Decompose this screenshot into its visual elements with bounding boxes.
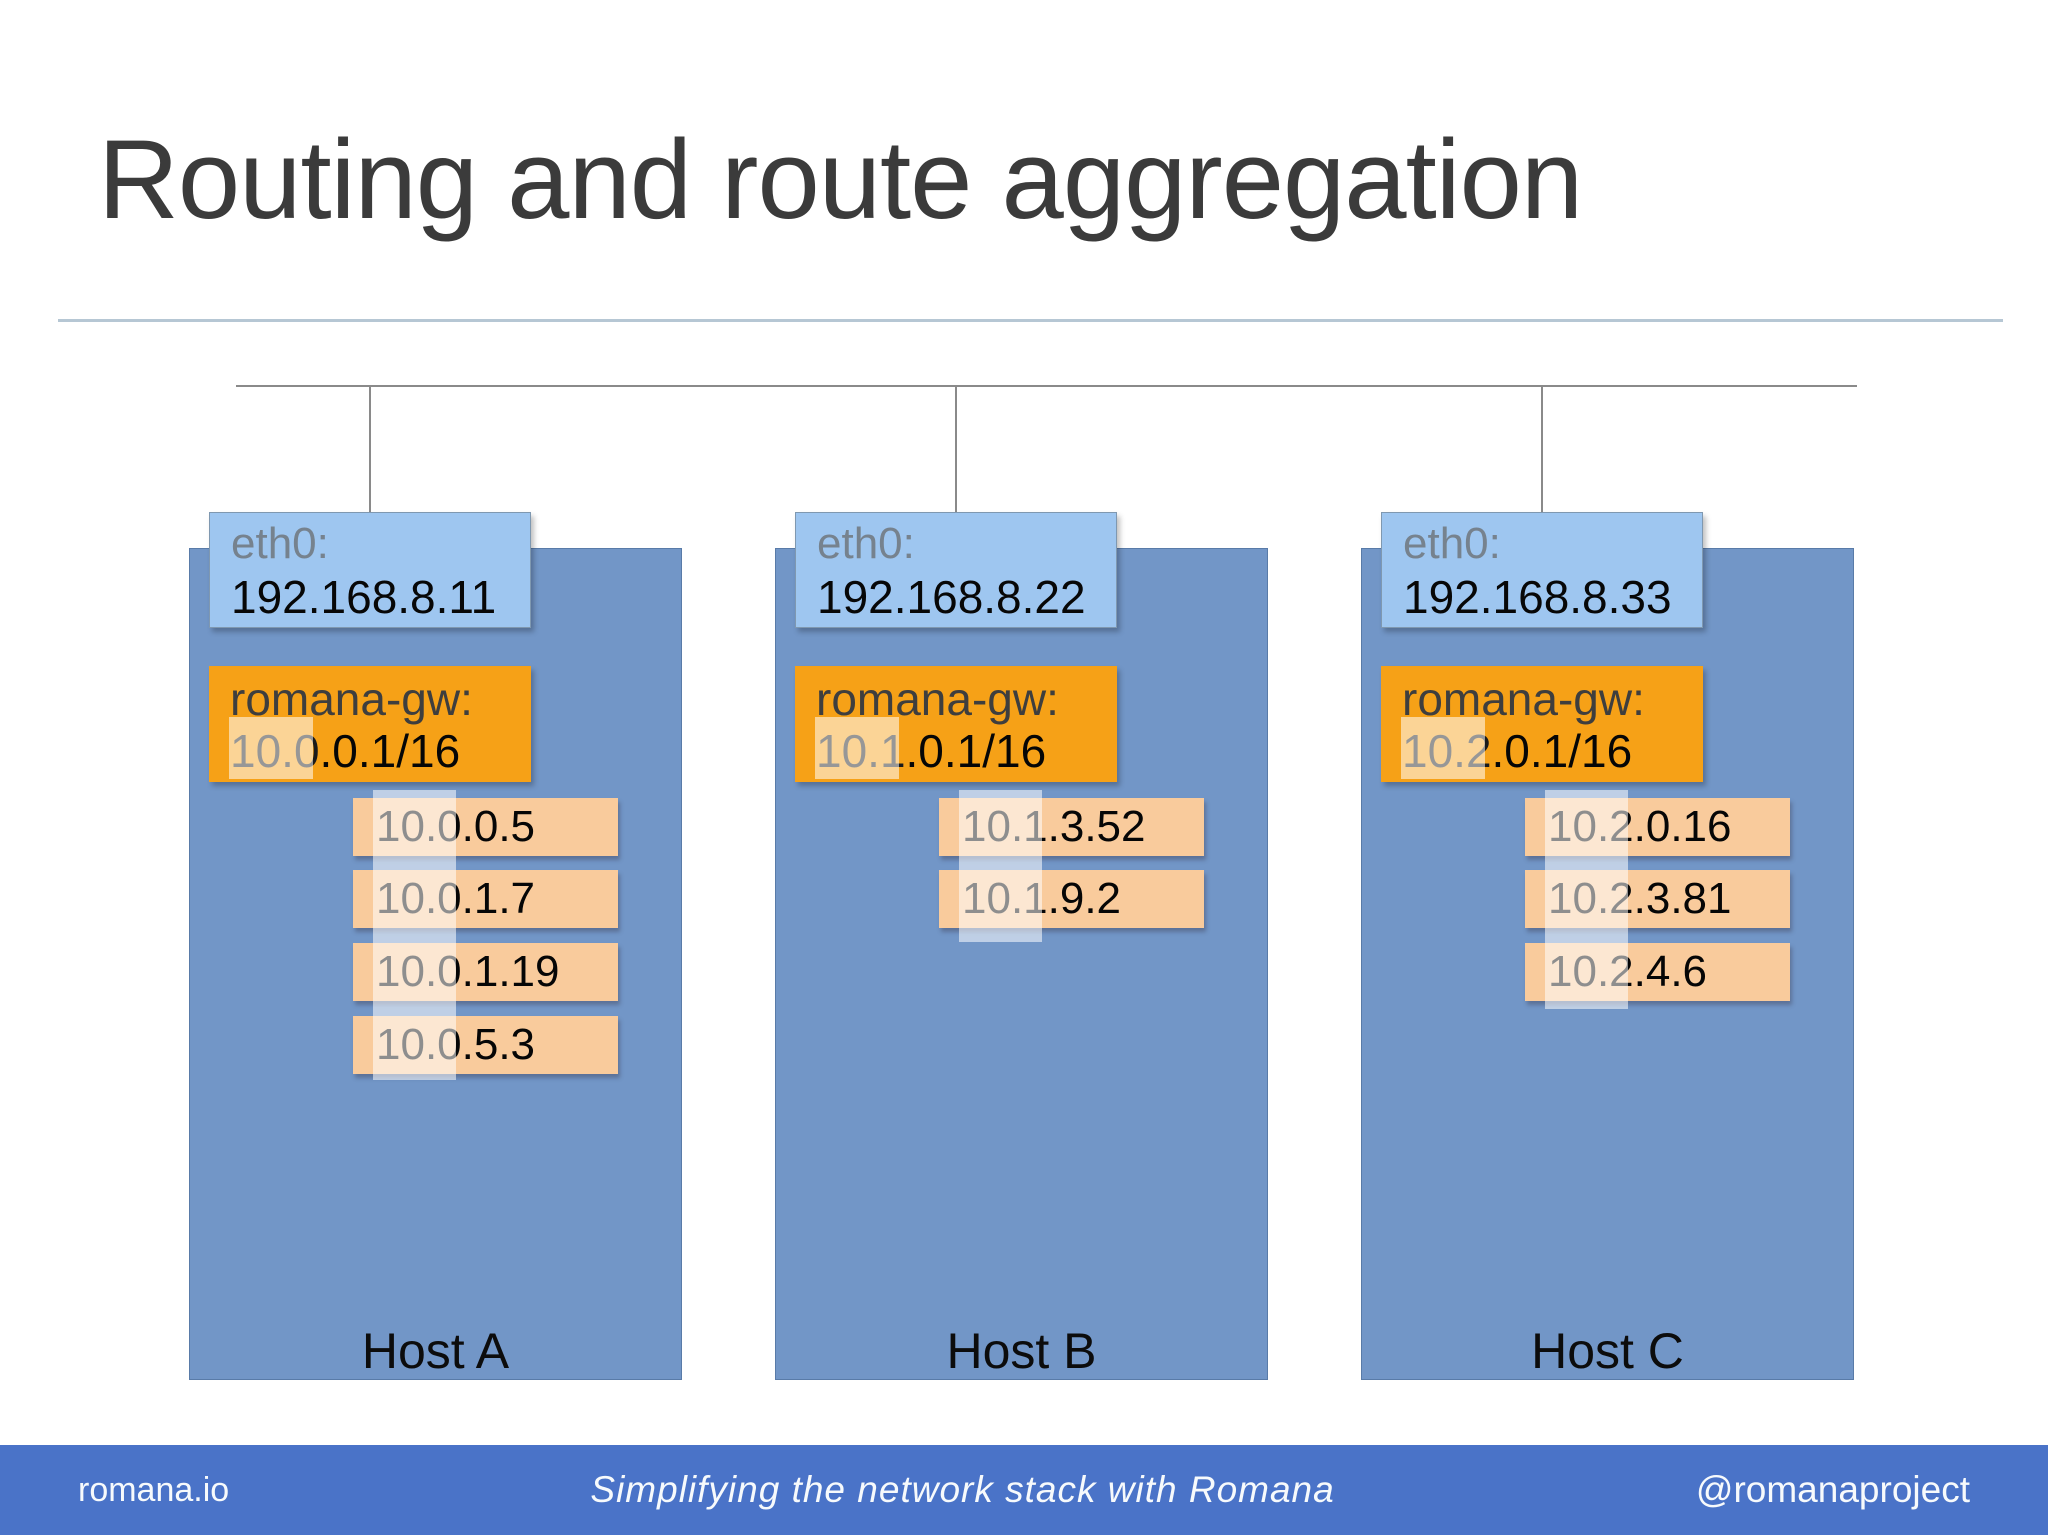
- romana-gw-label: romana-gw:: [230, 673, 473, 725]
- footer-bar: romana.io Simplifying the network stack …: [0, 1445, 2048, 1535]
- gw-prefix-highlight: [1401, 717, 1485, 779]
- endpoint-suffix: .9.2: [1047, 874, 1122, 923]
- romana-gw-label: romana-gw:: [816, 673, 1059, 725]
- prefix-highlight-band: [373, 790, 456, 1080]
- endpoint-suffix: .0.5: [461, 802, 536, 851]
- eth0-ip: 192.168.8.33: [1403, 571, 1672, 623]
- host-label: Host B: [946, 1323, 1097, 1379]
- endpoint-suffix: .5.3: [461, 1020, 536, 1069]
- gw-ip-suffix: .0.1/16: [1491, 725, 1633, 777]
- gw-prefix-highlight: [815, 717, 899, 779]
- eth0-label: eth0:: [1403, 519, 1501, 568]
- gw-prefix-highlight: [229, 717, 313, 779]
- gw-ip-suffix: .0.1/16: [905, 725, 1047, 777]
- gw-ip-suffix: .0.1/16: [319, 725, 461, 777]
- eth0-label: eth0:: [817, 519, 915, 568]
- romana-gw-label: romana-gw:: [1402, 673, 1645, 725]
- network-bus-line: [236, 385, 1857, 387]
- eth0-box: eth0: 192.168.8.11: [209, 512, 531, 628]
- romana-gw-box: romana-gw: 10.2.0.1/16: [1381, 666, 1703, 782]
- endpoint-suffix: .4.6: [1633, 947, 1708, 996]
- endpoint-suffix: .3.81: [1633, 874, 1732, 923]
- host-label: Host C: [1531, 1323, 1684, 1379]
- romana-gw-box: romana-gw: 10.1.0.1/16: [795, 666, 1117, 782]
- connector-drop-line: [1541, 386, 1543, 512]
- footer-twitter-handle: @romanaproject: [1695, 1469, 1970, 1510]
- eth0-ip: 192.168.8.22: [817, 571, 1086, 623]
- prefix-highlight-band: [1545, 790, 1628, 1009]
- endpoint-suffix: .3.52: [1047, 802, 1146, 851]
- eth0-box: eth0: 192.168.8.33: [1381, 512, 1703, 628]
- connector-drop-line: [369, 386, 371, 512]
- eth0-label: eth0:: [231, 519, 329, 568]
- romana-gw-box: romana-gw: 10.0.0.1/16: [209, 666, 531, 782]
- endpoint-suffix: .0.16: [1633, 802, 1732, 851]
- endpoint-suffix: .1.19: [461, 947, 560, 996]
- connector-drop-line: [955, 386, 957, 512]
- title-divider-line: [58, 319, 2003, 322]
- footer-site: romana.io: [78, 1470, 230, 1509]
- endpoint-suffix: .1.7: [461, 874, 536, 923]
- host-label: Host A: [361, 1323, 510, 1379]
- eth0-ip: 192.168.8.11: [231, 571, 497, 623]
- prefix-highlight-band: [959, 790, 1042, 942]
- footer-tagline: Simplifying the network stack with Roman…: [590, 1469, 1335, 1510]
- slide-title: Routing and route aggregation: [98, 117, 1583, 242]
- eth0-box: eth0: 192.168.8.22: [795, 512, 1117, 628]
